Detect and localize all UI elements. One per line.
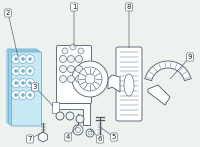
Circle shape bbox=[26, 91, 35, 100]
Text: 9: 9 bbox=[170, 54, 192, 79]
Circle shape bbox=[18, 55, 28, 64]
Circle shape bbox=[18, 91, 28, 100]
Circle shape bbox=[78, 67, 102, 91]
Text: 1: 1 bbox=[72, 4, 76, 47]
Circle shape bbox=[76, 127, 80, 132]
Circle shape bbox=[29, 70, 32, 72]
Text: 8: 8 bbox=[127, 4, 131, 48]
Circle shape bbox=[12, 91, 21, 100]
Circle shape bbox=[22, 70, 24, 72]
Circle shape bbox=[14, 93, 18, 96]
Circle shape bbox=[60, 56, 66, 62]
Circle shape bbox=[76, 115, 84, 123]
Circle shape bbox=[18, 78, 28, 87]
Circle shape bbox=[62, 48, 68, 54]
Ellipse shape bbox=[124, 74, 134, 96]
Text: 6: 6 bbox=[90, 129, 102, 142]
Circle shape bbox=[22, 57, 24, 61]
Text: 5: 5 bbox=[100, 127, 116, 140]
Circle shape bbox=[70, 44, 76, 50]
Circle shape bbox=[72, 61, 108, 97]
Circle shape bbox=[78, 48, 84, 54]
Circle shape bbox=[26, 66, 35, 76]
Circle shape bbox=[68, 76, 74, 82]
Circle shape bbox=[22, 93, 24, 96]
Circle shape bbox=[29, 93, 32, 96]
FancyBboxPatch shape bbox=[116, 47, 142, 121]
Circle shape bbox=[26, 78, 35, 87]
Polygon shape bbox=[148, 85, 170, 105]
Circle shape bbox=[68, 66, 74, 72]
Circle shape bbox=[66, 112, 74, 120]
FancyBboxPatch shape bbox=[12, 52, 42, 126]
Circle shape bbox=[12, 66, 21, 76]
Circle shape bbox=[68, 56, 74, 62]
Circle shape bbox=[76, 66, 83, 72]
Circle shape bbox=[29, 57, 32, 61]
Text: 2: 2 bbox=[6, 10, 18, 57]
Circle shape bbox=[56, 112, 64, 120]
Circle shape bbox=[85, 74, 95, 84]
Circle shape bbox=[76, 76, 83, 82]
Polygon shape bbox=[145, 61, 191, 81]
Circle shape bbox=[14, 57, 18, 61]
FancyBboxPatch shape bbox=[52, 102, 60, 113]
Circle shape bbox=[73, 125, 83, 135]
Circle shape bbox=[60, 76, 66, 82]
Circle shape bbox=[26, 55, 35, 64]
Text: 3: 3 bbox=[33, 84, 53, 106]
Text: 7: 7 bbox=[28, 132, 43, 142]
Circle shape bbox=[29, 81, 32, 85]
Polygon shape bbox=[108, 75, 120, 92]
Circle shape bbox=[18, 66, 28, 76]
FancyBboxPatch shape bbox=[57, 46, 92, 103]
Circle shape bbox=[12, 55, 21, 64]
Circle shape bbox=[76, 56, 83, 62]
Circle shape bbox=[86, 129, 94, 137]
FancyBboxPatch shape bbox=[7, 49, 37, 123]
FancyBboxPatch shape bbox=[10, 51, 40, 125]
FancyBboxPatch shape bbox=[8, 50, 38, 124]
Circle shape bbox=[14, 81, 18, 85]
Text: 4: 4 bbox=[66, 125, 78, 140]
Circle shape bbox=[60, 66, 66, 72]
Circle shape bbox=[14, 70, 18, 72]
Circle shape bbox=[88, 131, 92, 135]
Polygon shape bbox=[39, 132, 47, 142]
Circle shape bbox=[12, 78, 21, 87]
Polygon shape bbox=[53, 103, 90, 125]
Circle shape bbox=[22, 81, 24, 85]
